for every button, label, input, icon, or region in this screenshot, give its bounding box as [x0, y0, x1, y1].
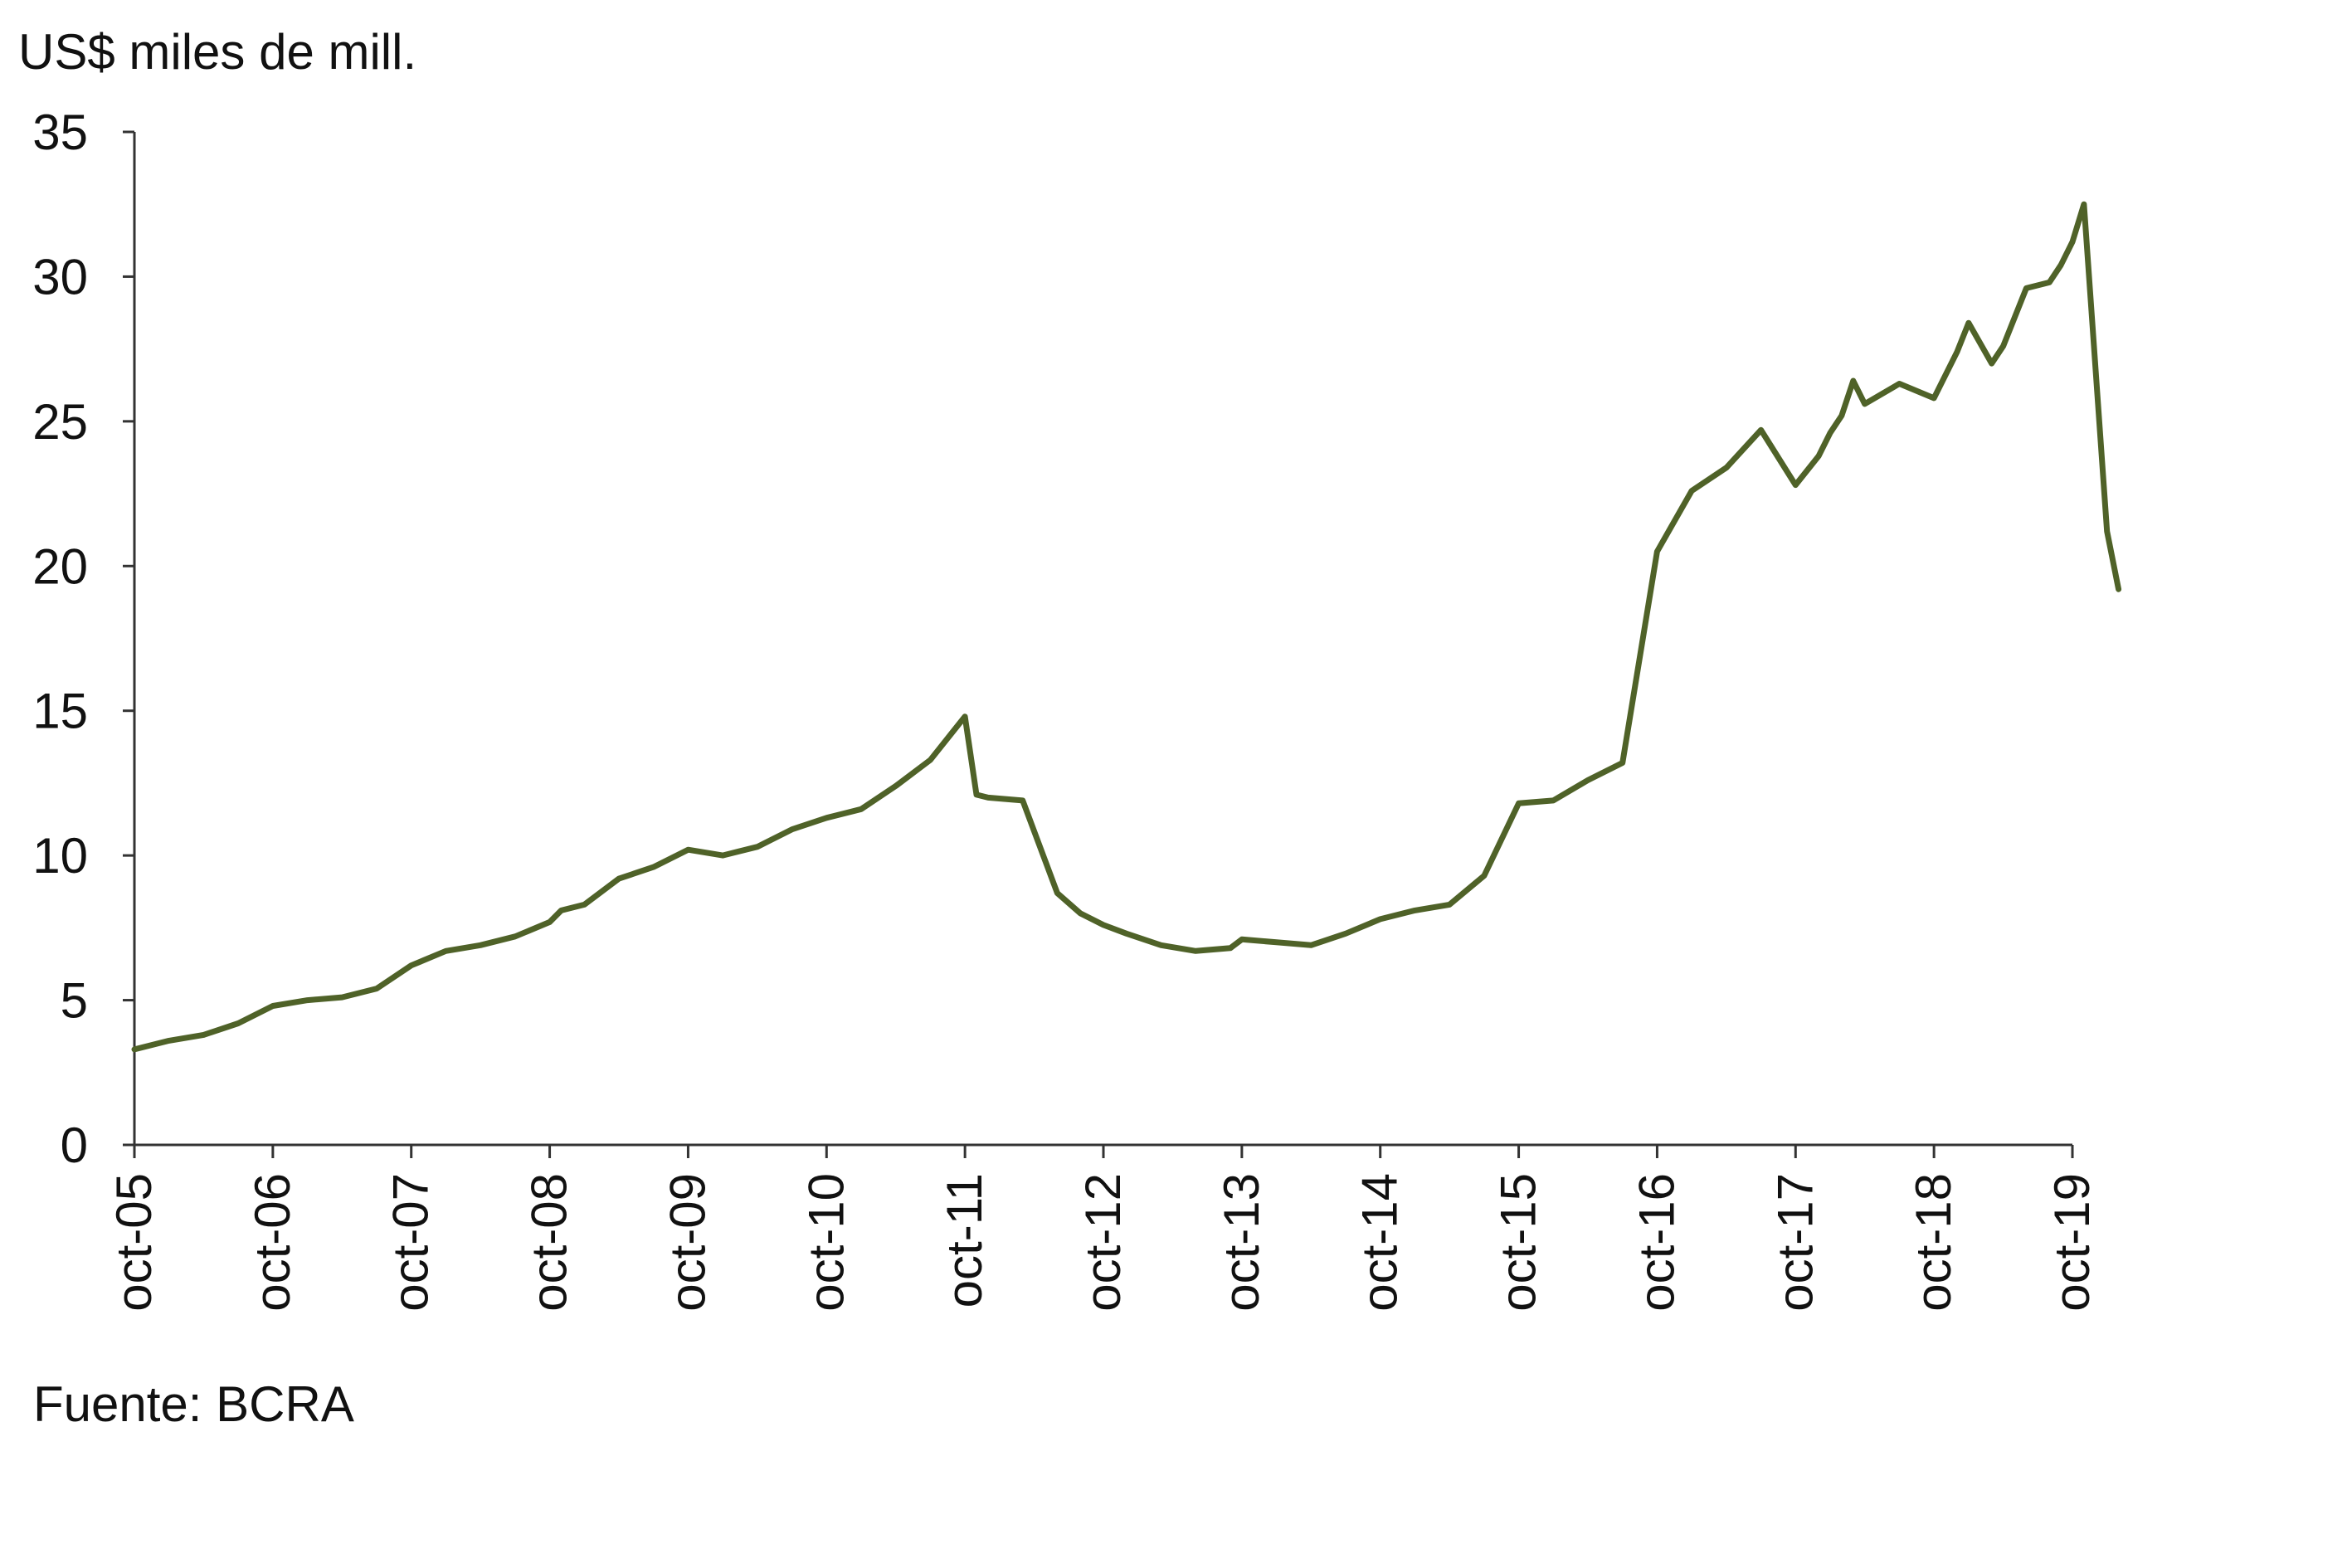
- chart-axes: [133, 132, 2072, 1147]
- x-tick-label: oct-19: [2044, 1173, 2100, 1312]
- x-tick-label: oct-16: [1629, 1173, 1684, 1312]
- y-axis-ticks: 0 5 10 15 20 25 30 35: [32, 105, 134, 1173]
- y-tick-label: 20: [32, 538, 88, 594]
- source-note: Fuente: BCRA: [33, 1376, 354, 1432]
- y-tick-label: 10: [32, 828, 88, 884]
- x-tick-label: oct-09: [660, 1173, 715, 1312]
- y-tick-label: 15: [32, 684, 88, 739]
- series-line: [131, 201, 2122, 1053]
- y-axis-unit-label: US$ miles de mill.: [18, 24, 417, 80]
- x-tick-label: oct-12: [1075, 1173, 1131, 1312]
- y-tick-label: 5: [61, 973, 88, 1029]
- x-tick-label: oct-07: [383, 1173, 439, 1312]
- x-tick-label: oct-18: [1906, 1173, 1961, 1312]
- x-tick-label: oct-15: [1491, 1173, 1546, 1312]
- y-tick-label: 0: [61, 1118, 88, 1173]
- series-layer: [131, 201, 2122, 1053]
- x-tick-label: oct-06: [245, 1173, 300, 1312]
- y-tick-label: 25: [32, 394, 88, 450]
- x-axis-ticks: oct-05 oct-06 oct-07 oct-08 oct-09 oct-10 oct-…: [106, 1145, 2100, 1312]
- x-tick-label: oct-17: [1767, 1173, 1823, 1312]
- y-tick-label: 35: [32, 105, 88, 160]
- x-tick-label: oct-11: [937, 1173, 992, 1307]
- x-tick-label: oct-13: [1214, 1173, 1269, 1312]
- x-tick-label: oct-08: [522, 1173, 577, 1312]
- x-tick-label: oct-14: [1352, 1173, 1408, 1312]
- x-tick-label: oct-05: [106, 1173, 162, 1312]
- x-tick-label: oct-10: [798, 1173, 854, 1312]
- y-tick-label: 30: [32, 249, 88, 304]
